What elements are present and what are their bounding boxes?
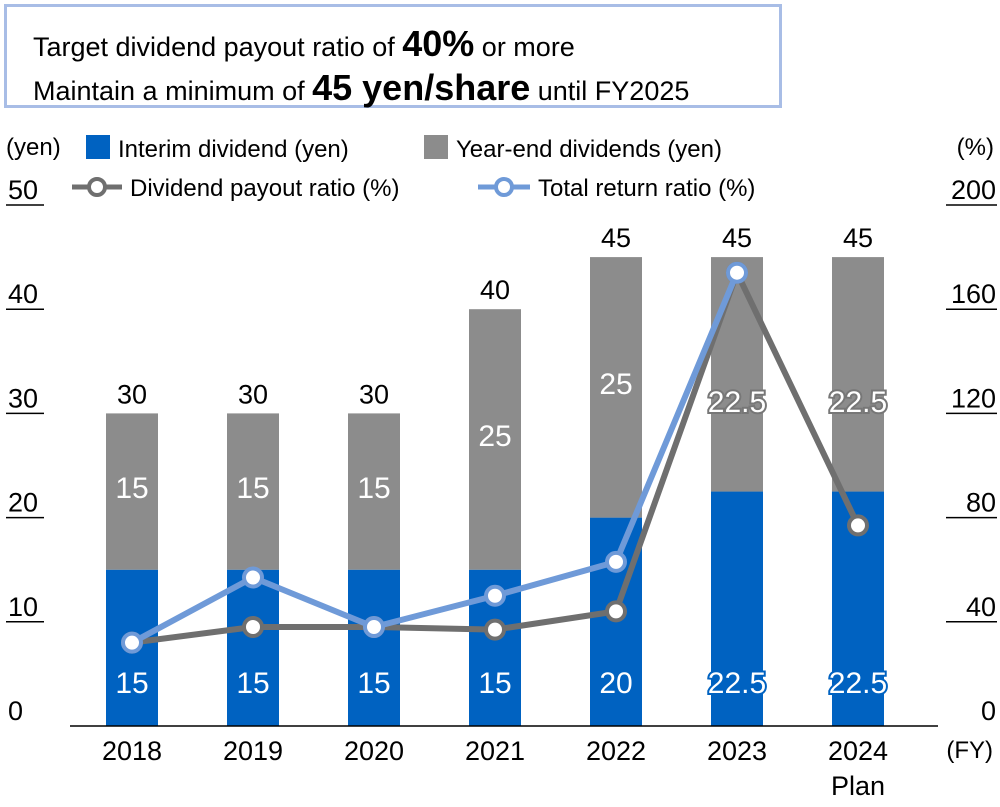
- legend-year-end-swatch: [424, 135, 448, 159]
- x-tick-label: 2018: [102, 736, 162, 766]
- payout-ratio-point: [242, 616, 264, 639]
- left-tick-label: 20: [8, 488, 38, 518]
- right-tick-label: 160: [951, 279, 996, 309]
- x-tick-label: 2020: [344, 736, 404, 766]
- target-text: until FY2025: [530, 76, 690, 106]
- left-tick-label: 0: [8, 696, 23, 726]
- total-value-label: 30: [359, 379, 389, 409]
- total-value-label: 30: [238, 379, 268, 409]
- target-minimum-line: Maintain a minimum of 45 yen/share until…: [33, 67, 689, 109]
- x-tick-label: 2024: [828, 736, 888, 766]
- legend-interim-swatch: [86, 135, 110, 159]
- bar-year-end: [227, 413, 279, 570]
- right-tick-label: 80: [966, 488, 996, 518]
- legend-payout-label: Dividend payout ratio (%): [130, 175, 399, 202]
- legend-year-end-label: Year-end dividends (yen): [456, 136, 722, 163]
- interim-value-label: 15: [478, 667, 511, 700]
- total-value-label: 45: [601, 223, 631, 253]
- bar-year-end: [106, 413, 158, 570]
- target-payout-line: Target dividend payout ratio of 40% or m…: [33, 23, 575, 65]
- x-tick-label: 2023: [707, 736, 767, 766]
- total-return-point: [605, 550, 627, 573]
- interim-value-label: 15: [236, 667, 269, 700]
- total-return-line: [130, 271, 740, 646]
- year-end-value-label: 15: [357, 472, 390, 505]
- total-return-point: [363, 616, 385, 639]
- total-value-label: 40: [480, 275, 510, 305]
- payout-ratio-point: [605, 600, 627, 623]
- payout-ratio-point: [847, 514, 869, 537]
- year-end-value-label: 15: [115, 472, 148, 505]
- total-value-label: 45: [843, 223, 873, 253]
- year-end-value-label: 25: [478, 420, 511, 453]
- total-return-point: [242, 566, 264, 589]
- target-text: Target dividend payout ratio of: [33, 32, 403, 62]
- target-box: Target dividend payout ratio of 40% or m…: [4, 4, 782, 108]
- target-minimum-value: 45 yen/share: [312, 67, 531, 108]
- total-return-point: [121, 631, 143, 654]
- right-tick-label: 200: [951, 175, 996, 205]
- x-tick-label: 2021: [465, 736, 525, 766]
- interim-value-label: 15: [115, 667, 148, 700]
- year-end-value-label: 15: [236, 472, 269, 505]
- bar-year-end: [590, 257, 642, 518]
- bar-interim: [348, 569, 400, 726]
- bar-interim: [711, 491, 763, 726]
- x-tick-label: 2019: [223, 736, 283, 766]
- legend-total-return-marker: [494, 177, 514, 197]
- left-axis-unit: (yen): [6, 134, 61, 161]
- legend-payout-marker: [87, 177, 107, 197]
- left-tick-label: 30: [8, 383, 38, 413]
- payout-ratio-point: [484, 618, 506, 641]
- left-tick-label: 10: [8, 592, 38, 622]
- right-tick-label: 40: [966, 592, 996, 622]
- interim-value-label: 22.5: [708, 667, 766, 700]
- interim-value-label: 15: [357, 667, 390, 700]
- year-end-value-label: 22.5: [708, 386, 766, 419]
- bar-interim: [227, 569, 279, 726]
- interim-value-label: 20: [599, 667, 632, 700]
- bar-year-end: [348, 413, 400, 570]
- x-axis-unit: (FY): [946, 737, 993, 764]
- year-end-value-label: 25: [599, 368, 632, 401]
- target-text: Maintain a minimum of: [33, 76, 313, 106]
- target-text: or more: [474, 32, 575, 62]
- target-payout-value: 40%: [402, 23, 475, 64]
- bar-year-end: [832, 257, 884, 492]
- legend-interim-label: Interim dividend (yen): [118, 136, 349, 163]
- total-value-label: 45: [722, 223, 752, 253]
- x-tick-label: Plan: [831, 771, 885, 801]
- bar-year-end: [469, 309, 521, 570]
- year-end-value-label: 22.5: [829, 386, 887, 419]
- x-tick-label: 2022: [586, 736, 646, 766]
- left-tick-label: 50: [8, 175, 38, 205]
- left-tick-label: 40: [8, 279, 38, 309]
- interim-value-label: 22.5: [829, 667, 887, 700]
- bar-year-end: [711, 257, 763, 492]
- right-tick-label: 120: [951, 383, 996, 413]
- legend-total-return-label: Total return ratio (%): [538, 175, 755, 202]
- total-return-point: [726, 261, 748, 284]
- total-value-label: 30: [117, 379, 147, 409]
- total-return-point: [484, 584, 506, 607]
- right-tick-label: 0: [981, 696, 996, 726]
- right-axis-unit: (%): [957, 134, 994, 161]
